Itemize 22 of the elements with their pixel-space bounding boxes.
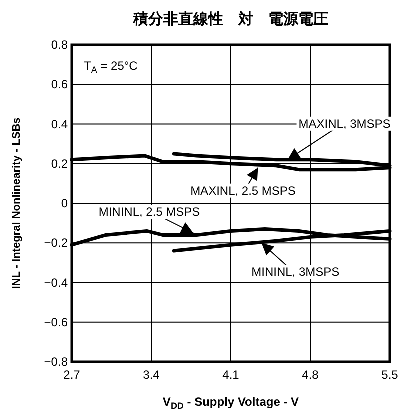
y-axis-title: INL - Integral Nonlinearity - LSBs — [11, 118, 23, 290]
y-tick-label: −0.4 — [44, 276, 68, 290]
y-tick-label: 0.2 — [51, 156, 68, 171]
x-tick-label: 3.4 — [143, 368, 160, 382]
x-tick-label: 4.1 — [222, 368, 240, 382]
x-axis-title: V$_{DD}$ - Supply Voltage - V — [162, 395, 300, 411]
y-tick-label: −0.2 — [44, 236, 68, 250]
chart-title: 積分非直線性 対 電源電圧 — [132, 10, 328, 28]
x-tick-label: 4.8 — [302, 368, 320, 382]
y-tick-label: 0.4 — [51, 117, 68, 132]
annotation: MAXINL, 3MSPS — [298, 116, 391, 131]
x-tick-label: 5.5 — [382, 368, 399, 382]
y-tick-label: 0.6 — [51, 78, 68, 92]
annotation: T$_{A}$ = 25°C — [84, 59, 138, 75]
y-tick-label: −0.6 — [44, 315, 68, 330]
annotation: MAXINL, 2.5 MSPS — [190, 184, 296, 198]
annotation: MININL, 2.5 MSPS — [98, 205, 200, 220]
y-tick-label: 0 — [61, 196, 68, 210]
y-tick-label: −0.8 — [44, 355, 68, 369]
annotation: MININL, 3MSPS — [252, 265, 340, 280]
x-tick-label: 2.7 — [64, 368, 81, 382]
y-tick-label: 0.8 — [51, 38, 68, 52]
